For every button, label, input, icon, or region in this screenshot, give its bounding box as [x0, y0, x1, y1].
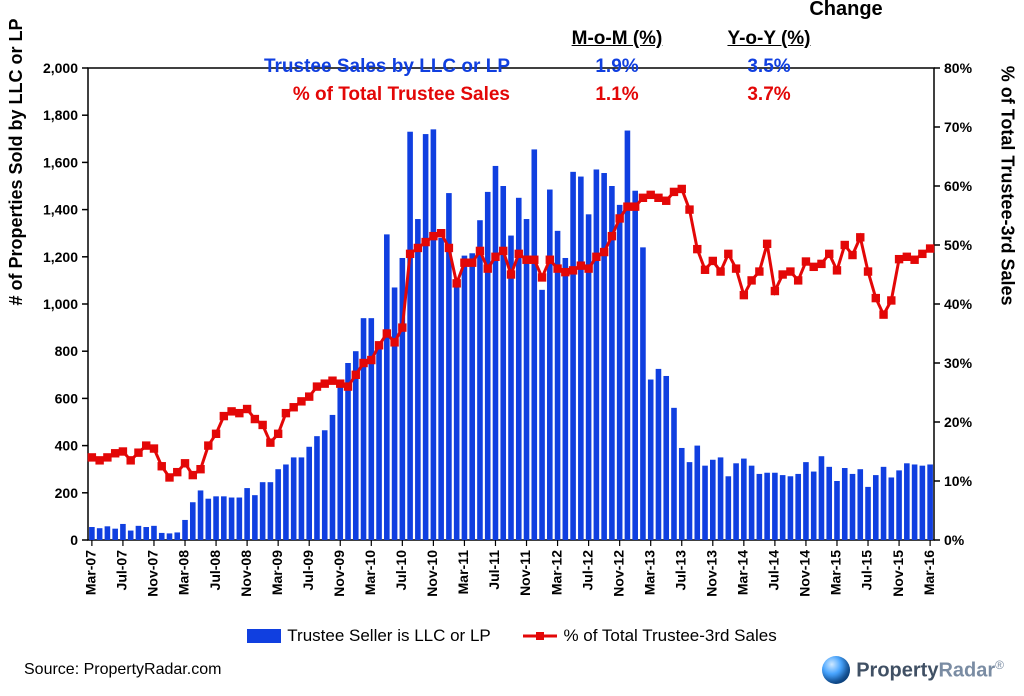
- svg-text:40%: 40%: [944, 296, 973, 312]
- svg-text:Mar-14: Mar-14: [735, 550, 751, 595]
- svg-text:Mar-11: Mar-11: [455, 550, 471, 595]
- legend: Trustee Seller is LLC or LP % of Total T…: [0, 626, 1024, 648]
- svg-text:Jul-07: Jul-07: [114, 550, 130, 591]
- svg-text:Nov-08: Nov-08: [238, 550, 254, 597]
- svg-text:30%: 30%: [944, 355, 973, 371]
- y-axis-left-title: # of Properties Sold by LLC or LP: [6, 18, 27, 305]
- change-summary-table: Change M-o-M (%) Y-o-Y (%) Trustee Sales…: [248, 18, 846, 110]
- svg-text:Jul-14: Jul-14: [766, 550, 782, 591]
- svg-text:Jul-09: Jul-09: [300, 550, 316, 591]
- svg-text:200: 200: [55, 485, 79, 501]
- svg-text:Nov-07: Nov-07: [145, 550, 161, 597]
- svg-text:Jul-13: Jul-13: [672, 550, 688, 591]
- svg-text:Mar-16: Mar-16: [921, 550, 937, 595]
- svg-text:Nov-14: Nov-14: [797, 550, 813, 597]
- svg-text:Mar-12: Mar-12: [548, 550, 564, 595]
- svg-text:Jul-10: Jul-10: [393, 550, 409, 591]
- row-line-yoy: 3.7%: [694, 82, 844, 108]
- svg-text:1,600: 1,600: [43, 154, 78, 170]
- svg-text:1,000: 1,000: [43, 296, 78, 312]
- row-line-label: % of Total Trustee Sales: [250, 82, 540, 108]
- svg-text:Nov-11: Nov-11: [517, 550, 533, 596]
- source-attribution: Source: PropertyRadar.com: [24, 661, 221, 679]
- svg-text:Jul-12: Jul-12: [579, 550, 595, 591]
- row-bars-mom: 1.9%: [542, 54, 692, 80]
- svg-text:Mar-13: Mar-13: [641, 550, 657, 595]
- svg-text:Nov-13: Nov-13: [704, 550, 720, 597]
- svg-text:Jul-15: Jul-15: [859, 550, 875, 591]
- svg-text:10%: 10%: [944, 473, 973, 489]
- change-header: Change: [686, 0, 1006, 21]
- svg-text:Mar-08: Mar-08: [176, 550, 192, 595]
- svg-text:20%: 20%: [944, 414, 973, 430]
- svg-text:Mar-10: Mar-10: [362, 550, 378, 595]
- svg-text:Nov-10: Nov-10: [424, 550, 440, 597]
- svg-text:60%: 60%: [944, 178, 973, 194]
- brand-word-a: Property: [856, 659, 938, 681]
- globe-icon: [822, 656, 850, 684]
- y-axis-right-title: % of Total Trustee-3rd Sales: [997, 66, 1018, 306]
- svg-text:2,000: 2,000: [43, 60, 78, 76]
- svg-text:Mar-15: Mar-15: [828, 550, 844, 595]
- brand-word-b: Radar: [938, 659, 995, 681]
- row-bars-yoy: 3.5%: [694, 54, 844, 80]
- line-swatch-icon: [523, 629, 557, 643]
- svg-text:Nov-15: Nov-15: [890, 550, 906, 597]
- svg-text:0%: 0%: [944, 532, 965, 548]
- col-yoy-header: Y-o-Y (%): [694, 26, 844, 52]
- svg-text:Jul-08: Jul-08: [207, 550, 223, 591]
- svg-text:Mar-07: Mar-07: [83, 550, 99, 595]
- svg-text:Mar-09: Mar-09: [269, 550, 285, 595]
- brand-logo: PropertyRadar®: [822, 656, 1004, 684]
- legend-line: % of Total Trustee-3rd Sales: [523, 626, 776, 646]
- row-bars-label: Trustee Sales by LLC or LP: [250, 54, 540, 80]
- legend-bars: Trustee Seller is LLC or LP: [247, 626, 490, 646]
- svg-text:Jul-11: Jul-11: [486, 550, 502, 590]
- svg-text:400: 400: [55, 438, 79, 454]
- legend-line-label: % of Total Trustee-3rd Sales: [563, 626, 776, 646]
- registered-icon: ®: [995, 658, 1004, 672]
- svg-text:1,200: 1,200: [43, 249, 78, 265]
- svg-text:80%: 80%: [944, 60, 973, 76]
- svg-text:Nov-09: Nov-09: [331, 550, 347, 597]
- svg-text:1,800: 1,800: [43, 107, 78, 123]
- svg-text:Nov-12: Nov-12: [610, 550, 626, 597]
- svg-text:50%: 50%: [944, 237, 973, 253]
- svg-text:70%: 70%: [944, 119, 973, 135]
- svg-text:0: 0: [70, 532, 78, 548]
- svg-text:1,400: 1,400: [43, 202, 78, 218]
- col-mom-header: M-o-M (%): [542, 26, 692, 52]
- bar-swatch-icon: [247, 629, 281, 643]
- svg-text:800: 800: [55, 343, 79, 359]
- row-line-mom: 1.1%: [542, 82, 692, 108]
- legend-bars-label: Trustee Seller is LLC or LP: [287, 626, 490, 646]
- svg-text:600: 600: [55, 390, 79, 406]
